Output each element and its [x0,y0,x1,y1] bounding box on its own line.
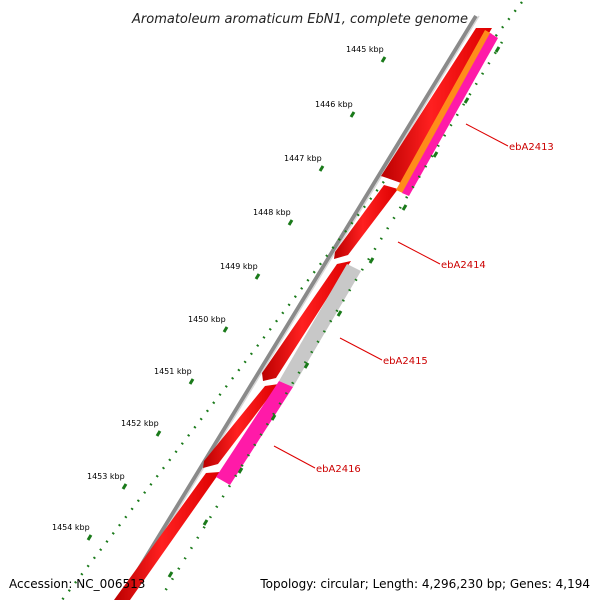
gene-label[interactable]: ebA2413 [509,142,554,153]
inner-major-tick [494,46,501,53]
kbp-major-tick [287,219,294,226]
kbp-major-ticks [86,56,387,541]
inner-major-tick [401,204,408,211]
annotation-features [216,30,498,485]
kbp-label: 1454 kbp [52,523,90,532]
backbone-ring [118,14,478,600]
gene-labels: ebA2413 ebA2414 ebA2415 ebA2416 [316,142,554,475]
magenta-feature-ebA2413[interactable] [402,33,498,196]
backbone-ring-highlight [122,15,480,600]
topology-text: Topology: circular; Length: 4,296,230 bp… [260,577,590,591]
gene-label-lines [273,123,509,469]
kbp-scale-arc [61,1,523,600]
orange-feature[interactable] [396,30,492,194]
kbp-major-tick [318,165,325,172]
inner-major-tick [237,467,244,474]
kbp-major-tick [349,111,356,118]
kbp-major-tick [121,483,128,490]
cds-feature-ebA2414[interactable] [334,185,398,259]
kbp-major-tick [380,56,387,63]
kbp-label: 1453 kbp [87,472,125,481]
inner-major-tick [202,519,209,526]
inner-major-tick [167,571,174,578]
cds-feature-next[interactable] [114,472,220,600]
accession-text: Accession: NC_006513 [9,577,146,591]
gene-label[interactable]: ebA2414 [441,260,486,271]
inner-major-tick [432,151,439,158]
label-line-ebA2416 [273,445,316,469]
kbp-label: 1452 kbp [121,419,159,428]
gene-label[interactable]: ebA2416 [316,464,361,475]
kbp-labels: 1445 kbp 1446 kbp 1447 kbp 1448 kbp 1449… [52,45,384,532]
inner-major-tick [336,310,343,317]
cds-feature-ebA2415[interactable] [262,261,351,381]
gene-label[interactable]: ebA2415 [383,356,428,367]
inner-major-tick [463,97,470,104]
kbp-major-tick [86,534,93,541]
kbp-major-tick [155,430,162,437]
kbp-label: 1451 kbp [154,367,192,376]
label-line-ebA2414 [397,241,441,265]
magenta-feature-ebA2416[interactable] [216,381,293,485]
label-line-ebA2415 [339,337,383,361]
kbp-major-tick [222,326,229,333]
inner-major-ticks [167,46,501,578]
kbp-label: 1447 kbp [284,154,322,163]
inner-major-tick [270,414,277,421]
map-title: Aromatoleum aromaticum EbN1, complete ge… [131,12,468,27]
inner-major-tick [368,257,375,264]
kbp-major-tick [254,273,261,280]
kbp-label: 1445 kbp [346,45,384,54]
cds-feature-ebA2416[interactable] [203,384,279,468]
kbp-label: 1450 kbp [188,315,226,324]
label-line-ebA2413 [465,123,509,147]
kbp-label: 1449 kbp [220,262,258,271]
gray-feature-ebA2415[interactable] [279,264,361,387]
kbp-label: 1446 kbp [315,100,353,109]
kbp-major-tick [188,378,195,385]
cds-track [114,28,492,600]
cds-feature-ebA2413[interactable] [381,28,492,183]
kbp-label: 1448 kbp [253,208,291,217]
inner-major-tick [303,362,310,369]
